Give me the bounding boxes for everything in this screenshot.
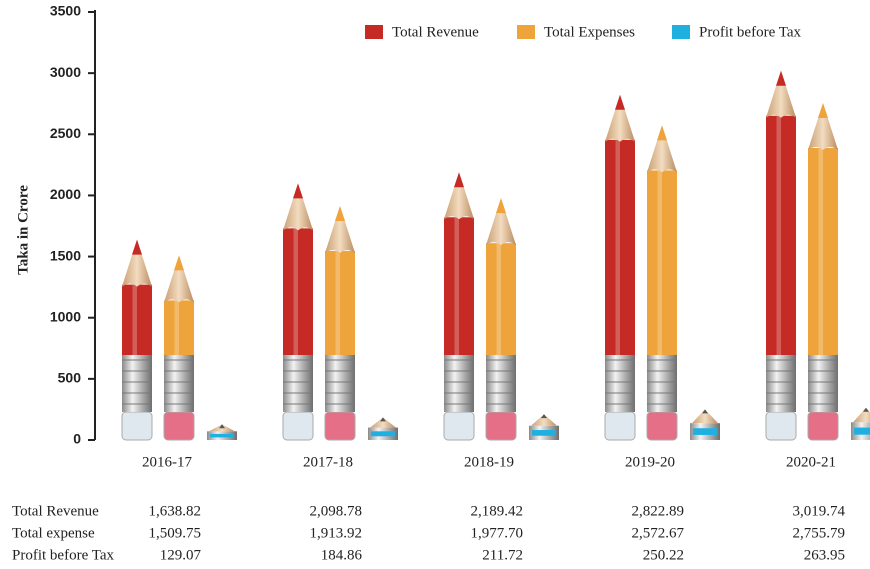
row-label: Total expense: [12, 525, 95, 541]
value-label: 211.72: [482, 547, 523, 563]
value-label: 250.22: [643, 547, 684, 563]
legend-label: Profit before Tax: [699, 24, 801, 40]
y-tick-label: 3500: [50, 3, 81, 19]
pencil: [121, 239, 153, 441]
value-label: 3,019.74: [793, 503, 846, 519]
x-tick-label: 2016-17: [142, 454, 192, 470]
x-tick-label: 2017-18: [303, 454, 353, 470]
value-label: 2,098.78: [310, 503, 363, 519]
pencil: [765, 70, 797, 441]
legend-label: Total Revenue: [392, 24, 479, 40]
row-label: Profit before Tax: [12, 547, 114, 563]
y-tick-label: 2500: [50, 125, 81, 141]
x-tick-label: 2018-19: [464, 454, 514, 470]
value-label: 1,509.75: [149, 525, 202, 541]
y-axis-title: Taka in Crore: [15, 185, 31, 275]
y-tick-label: 2000: [50, 186, 81, 202]
value-label: 263.95: [804, 547, 845, 563]
legend-swatch: [365, 25, 383, 39]
y-tick-label: 500: [58, 370, 82, 386]
x-tick-label: 2020-21: [786, 454, 836, 470]
value-label: 2,755.79: [793, 525, 846, 541]
pencil: [690, 409, 720, 440]
legend-swatch: [517, 25, 535, 39]
value-label: 2,822.89: [632, 503, 685, 519]
value-label: 184.86: [321, 547, 363, 563]
pencil: [207, 424, 237, 440]
pencil: [163, 255, 195, 441]
y-tick-label: 3000: [50, 64, 81, 80]
pencil: [368, 417, 398, 440]
y-tick-label: 1000: [50, 308, 81, 324]
pencil: [646, 125, 678, 441]
value-label: 1,977.70: [471, 525, 524, 541]
row-label: Total Revenue: [12, 503, 99, 519]
pencil: [443, 172, 475, 441]
pencil: [282, 183, 314, 441]
value-label: 1,913.92: [310, 525, 363, 541]
y-tick-label: 1500: [50, 247, 81, 263]
pencil: [604, 94, 636, 441]
pencil: [324, 205, 356, 441]
value-label: 129.07: [160, 547, 202, 563]
value-label: 2,572.67: [632, 525, 685, 541]
pencil: [529, 414, 559, 440]
value-label: 2,189.42: [471, 503, 524, 519]
pencil: [485, 198, 517, 441]
value-label: 1,638.82: [149, 503, 202, 519]
x-tick-label: 2019-20: [625, 454, 675, 470]
pencil: [807, 103, 839, 441]
legend-label: Total Expenses: [544, 24, 635, 40]
pencil: [851, 407, 870, 440]
legend-swatch: [672, 25, 690, 39]
y-tick-label: 0: [73, 431, 81, 447]
